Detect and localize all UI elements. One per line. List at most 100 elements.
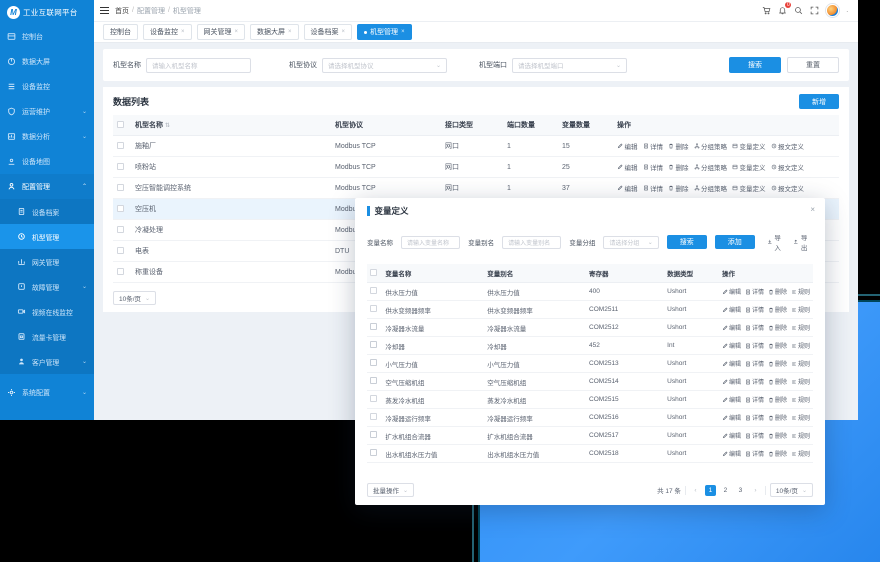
op-3-button[interactable]: 删除 bbox=[768, 341, 787, 350]
tab-data-screen[interactable]: 数据大屏 × bbox=[250, 24, 299, 40]
table-row[interactable]: 冷凝器运行频率 冷凝器运行频率 COM2516 Ushort 编辑 详情 删除 规则 bbox=[367, 408, 813, 427]
op-1-button[interactable]: 编辑 bbox=[617, 162, 638, 172]
op-1-button[interactable]: 编辑 bbox=[722, 413, 741, 422]
sidebar-item-customer-management[interactable]: 客户管理 ⌄ bbox=[0, 349, 94, 374]
op-4-button[interactable]: 规则 bbox=[791, 287, 810, 296]
row-checkbox[interactable] bbox=[370, 413, 377, 420]
table-row[interactable]: 冷却器 冷却器 452 Int 编辑 详情 删除 规则 bbox=[367, 336, 813, 355]
tab-device-file[interactable]: 设备档案 × bbox=[303, 24, 353, 40]
reset-button[interactable]: 重置 bbox=[787, 57, 839, 73]
table-row[interactable]: 蒸发冷水机组 蒸发冷水机组 COM2515 Ushort 编辑 详情 删除 规则 bbox=[367, 390, 813, 409]
op-3-button[interactable]: 删除 bbox=[768, 287, 787, 296]
tab-device-monitor[interactable]: 设备监控 × bbox=[143, 24, 192, 40]
dialog-search-button[interactable]: 搜索 bbox=[666, 235, 707, 249]
table-row[interactable]: 供水压力值 供水压力值 400 Ushort 编辑 详情 删除 规则 bbox=[367, 282, 813, 301]
op-2-button[interactable]: 详情 bbox=[745, 413, 764, 422]
op-1-button[interactable]: 编辑 bbox=[722, 359, 741, 368]
tab-gateway-management[interactable]: 网关管理 × bbox=[196, 24, 246, 40]
export-button[interactable]: 导出 bbox=[793, 232, 813, 252]
cart-icon[interactable] bbox=[762, 6, 771, 15]
op-1-button[interactable]: 编辑 bbox=[722, 431, 741, 440]
select-all-checkbox[interactable] bbox=[117, 120, 124, 128]
close-icon[interactable]: × bbox=[288, 29, 292, 35]
prev-page-button[interactable]: ‹ bbox=[694, 486, 697, 494]
op-3-button[interactable]: 删除 bbox=[768, 305, 787, 314]
model-name-input[interactable]: 请输入机型名称 bbox=[146, 57, 251, 73]
table-row[interactable]: 小气压力值 小气压力值 COM2513 Ushort 编辑 详情 删除 规则 bbox=[367, 354, 813, 373]
op-4-button[interactable]: 分组策略 bbox=[694, 183, 727, 193]
tab-console[interactable]: 控制台 bbox=[103, 24, 138, 40]
op-3-button[interactable]: 删除 bbox=[768, 323, 787, 332]
table-row[interactable]: 扩水机组合流器 扩水机组合流器 COM2517 Ushort 编辑 详情 删除 规则 bbox=[367, 426, 813, 445]
op-2-button[interactable]: 详情 bbox=[745, 305, 764, 314]
sidebar-item-config-management[interactable]: 配置管理 ⌃ bbox=[0, 174, 94, 199]
bell-icon[interactable]: 0 bbox=[778, 2, 792, 15]
op-6-button[interactable]: 报文定义 bbox=[771, 162, 804, 172]
dialog-add-button[interactable]: 添加 bbox=[714, 235, 755, 249]
table-row[interactable]: 喷粉站 Modbus TCP 网口 1 25 编辑 详情 删除 分组策略 变量定义 报文定义 bbox=[113, 156, 839, 178]
op-4-button[interactable]: 规则 bbox=[791, 431, 810, 440]
breadcrumb-home[interactable]: 首页 bbox=[115, 7, 129, 15]
op-2-button[interactable]: 详情 bbox=[643, 183, 663, 193]
op-1-button[interactable]: 编辑 bbox=[722, 305, 741, 314]
model-protocol-select[interactable]: 请选择机型协议 ⌄ bbox=[322, 57, 447, 73]
op-3-button[interactable]: 删除 bbox=[768, 359, 787, 368]
row-checkbox[interactable] bbox=[117, 183, 124, 191]
menu-collapse-icon[interactable] bbox=[100, 6, 109, 15]
brand-logo[interactable]: M 工业互联网平台 bbox=[0, 0, 94, 24]
add-button[interactable]: 新增 bbox=[799, 94, 839, 109]
row-checkbox[interactable] bbox=[370, 323, 377, 330]
row-checkbox[interactable] bbox=[370, 377, 377, 384]
table-row[interactable]: 冷凝器水流量 冷凝器水流量 COM2512 Ushort 编辑 详情 删除 规则 bbox=[367, 318, 813, 337]
close-icon[interactable]: × bbox=[810, 205, 815, 214]
row-checkbox[interactable] bbox=[117, 225, 124, 233]
op-5-button[interactable]: 变量定义 bbox=[732, 183, 766, 193]
op-3-button[interactable]: 删除 bbox=[768, 413, 787, 422]
row-checkbox[interactable] bbox=[370, 341, 377, 348]
close-icon[interactable]: × bbox=[401, 29, 405, 35]
op-2-button[interactable]: 详情 bbox=[745, 395, 764, 404]
op-1-button[interactable]: 编辑 bbox=[722, 395, 741, 404]
op-3-button[interactable]: 删除 bbox=[768, 449, 787, 458]
op-4-button[interactable]: 分组策略 bbox=[694, 162, 727, 172]
table-row[interactable]: 供水变频器频率 供水变频器频率 COM2511 Ushort 编辑 详情 删除 规则 bbox=[367, 300, 813, 319]
sidebar-item-analysis[interactable]: 数据分析 ⌄ bbox=[0, 124, 94, 149]
var-name-input[interactable]: 请输入变量名称 bbox=[401, 235, 461, 249]
row-checkbox[interactable] bbox=[370, 359, 377, 366]
op-5-button[interactable]: 变量定义 bbox=[732, 162, 766, 172]
dialog-page-size-select[interactable]: 10条/页 ⌄ bbox=[769, 483, 813, 497]
page-2-button[interactable]: 2 bbox=[723, 486, 728, 494]
op-2-button[interactable]: 详情 bbox=[745, 359, 764, 368]
sidebar-item-system-config[interactable]: 系统配置 ⌄ bbox=[0, 380, 94, 405]
table-row[interactable]: 出水机组水压力值 出水机组水压力值 COM2518 Ushort 编辑 详情 删除 规则 bbox=[367, 444, 813, 463]
search-button[interactable]: 搜索 bbox=[729, 57, 781, 73]
op-5-button[interactable]: 变量定义 bbox=[732, 141, 766, 151]
sidebar-item-console[interactable]: 控制台 bbox=[0, 24, 94, 49]
op-2-button[interactable]: 详情 bbox=[745, 449, 764, 458]
var-group-select[interactable]: 请选择分组 ⌄ bbox=[603, 235, 659, 249]
op-2-button[interactable]: 详情 bbox=[745, 431, 764, 440]
var-alias-input[interactable]: 请输入变量别名 bbox=[502, 235, 562, 249]
sidebar-item-device-map[interactable]: 设备地图 bbox=[0, 149, 94, 174]
op-1-button[interactable]: 编辑 bbox=[722, 323, 741, 332]
op-4-button[interactable]: 规则 bbox=[791, 305, 810, 314]
op-1-button[interactable]: 编辑 bbox=[617, 141, 638, 151]
row-checkbox[interactable] bbox=[370, 431, 377, 438]
op-2-button[interactable]: 详情 bbox=[643, 162, 663, 172]
sidebar-item-maintenance[interactable]: 运营维护 ⌄ bbox=[0, 99, 94, 124]
op-4-button[interactable]: 规则 bbox=[791, 395, 810, 404]
row-checkbox[interactable] bbox=[117, 267, 124, 275]
row-checkbox[interactable] bbox=[370, 305, 377, 312]
model-port-select[interactable]: 请选择机型端口 ⌄ bbox=[512, 57, 627, 73]
row-checkbox[interactable] bbox=[370, 395, 377, 402]
op-4-button[interactable]: 规则 bbox=[791, 341, 810, 350]
op-6-button[interactable]: 报文定义 bbox=[771, 183, 804, 193]
op-2-button[interactable]: 详情 bbox=[643, 141, 663, 151]
op-2-button[interactable]: 详情 bbox=[745, 377, 764, 386]
table-row[interactable]: 施釉厂 Modbus TCP 网口 1 15 编辑 详情 删除 分组策略 变量定义 报文定义 bbox=[113, 135, 839, 157]
sidebar-item-model-management[interactable]: 机型管理 bbox=[0, 224, 94, 249]
op-2-button[interactable]: 详情 bbox=[745, 323, 764, 332]
row-checkbox[interactable] bbox=[117, 246, 124, 254]
op-3-button[interactable]: 删除 bbox=[668, 141, 689, 151]
row-checkbox[interactable] bbox=[117, 204, 124, 212]
